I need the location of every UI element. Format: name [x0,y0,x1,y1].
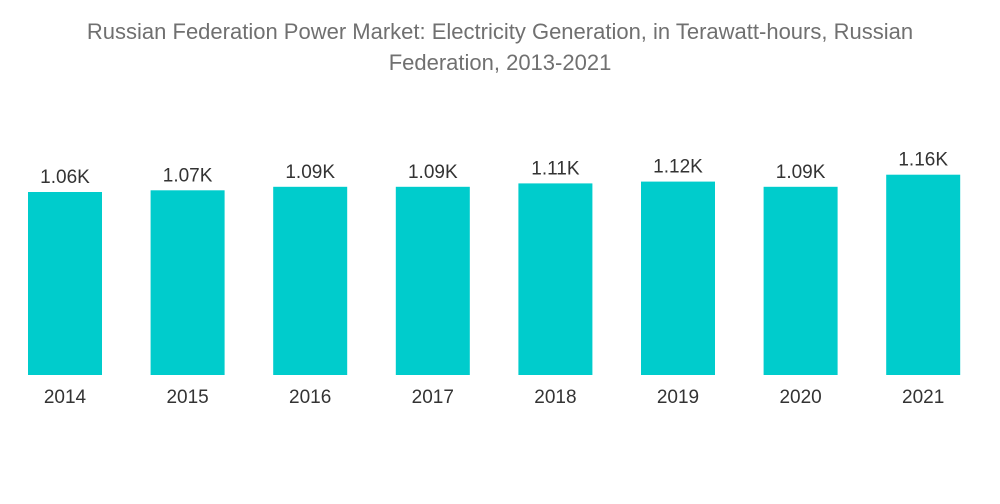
bars-group [28,174,961,375]
data-label-2016: 1.09K [285,162,335,183]
x-tick-2016: 2016 [289,387,331,408]
bar-2016 [273,186,348,375]
bar-2020 [763,186,838,375]
x-tick-2017: 2017 [412,387,454,408]
data-labels-group: 1.06K 1.07K 1.09K 1.09K 1.11K 1.12K 1.09K 1.16K [40,150,948,188]
bar-2018 [518,183,593,375]
bar-2017 [395,186,470,375]
x-tick-2019: 2019 [657,387,699,408]
x-tick-2015: 2015 [166,387,208,408]
x-tick-2014: 2014 [44,387,87,408]
data-label-2014: 1.06K [40,167,90,188]
x-tick-2021: 2021 [902,387,944,408]
data-label-2018: 1.11K [531,158,580,179]
chart-title: Russian Federation Power Market: Electri… [86,19,914,75]
bar-2019 [641,181,715,375]
data-label-2021: 1.16K [898,150,948,171]
x-axis-ticks: 2014 2015 2016 2017 2018 2019 2020 2021 [44,387,944,408]
data-label-2019: 1.12K [653,157,703,178]
bar-2021 [886,174,961,375]
bar-2014 [28,192,102,375]
x-tick-2020: 2020 [779,387,821,408]
data-label-2017: 1.09K [408,162,458,183]
x-tick-2018: 2018 [534,387,576,408]
data-label-2020: 1.09K [776,162,826,183]
bar-2015 [150,190,225,375]
data-label-2015: 1.07K [163,165,213,186]
